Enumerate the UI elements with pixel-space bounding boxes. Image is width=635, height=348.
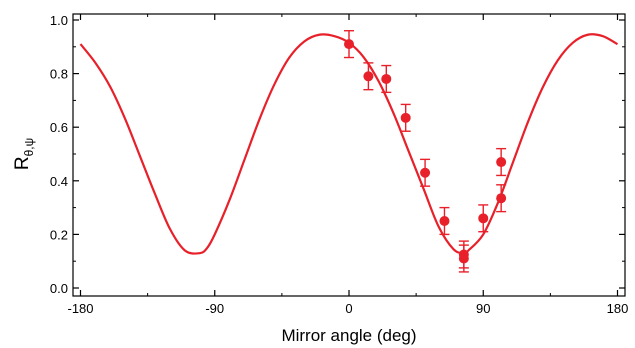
y-tick-label: 0.6 [50, 120, 68, 135]
fit-curve [79, 33, 619, 255]
data-point [400, 112, 411, 123]
x-tick-label: -90 [205, 301, 224, 316]
data-point-group [363, 62, 374, 91]
data-points-layer [344, 30, 507, 273]
data-point [420, 167, 431, 178]
y-axis-label: Rθ,ψ [12, 138, 36, 170]
data-point-group [439, 206, 450, 236]
x-axis-label: Mirror angle (deg) [281, 326, 416, 345]
data-point-group [381, 64, 392, 94]
data-point [381, 73, 392, 84]
x-tick-label: 180 [607, 301, 629, 316]
data-point [363, 71, 374, 82]
tick-labels: 0.0 0.2 0.4 0.6 0.8 1.0 -180 -90 0 90 180 [50, 13, 628, 316]
data-point-group [496, 147, 507, 177]
data-point-group [344, 30, 354, 59]
data-point [439, 216, 450, 226]
data-point-group [458, 244, 469, 273]
svg-text:Rθ,ψ: Rθ,ψ [12, 138, 36, 170]
data-point [496, 157, 507, 168]
data-point-group [496, 184, 507, 213]
data-point [478, 213, 489, 224]
y-tick-label: 0.4 [50, 174, 68, 189]
x-tick-label: -180 [67, 301, 93, 316]
fit-curve-layer [79, 33, 619, 255]
y-tick-label: 0.8 [50, 67, 68, 82]
y-axis-label-main: R [12, 156, 33, 170]
data-point-group [478, 204, 489, 233]
data-point-group [400, 103, 411, 132]
x-tick-label: 90 [476, 301, 490, 316]
data-point [344, 39, 354, 50]
data-point-group [420, 158, 431, 187]
x-tick-label: 0 [345, 301, 352, 316]
y-tick-label: 0.0 [50, 281, 68, 296]
axes-frame [72, 13, 626, 297]
y-tick-label: 0.2 [50, 227, 68, 242]
data-point [458, 253, 469, 264]
y-tick-label: 1.0 [50, 13, 68, 28]
data-point [496, 193, 507, 204]
y-axis-label-subscript: θ,ψ [22, 138, 36, 157]
